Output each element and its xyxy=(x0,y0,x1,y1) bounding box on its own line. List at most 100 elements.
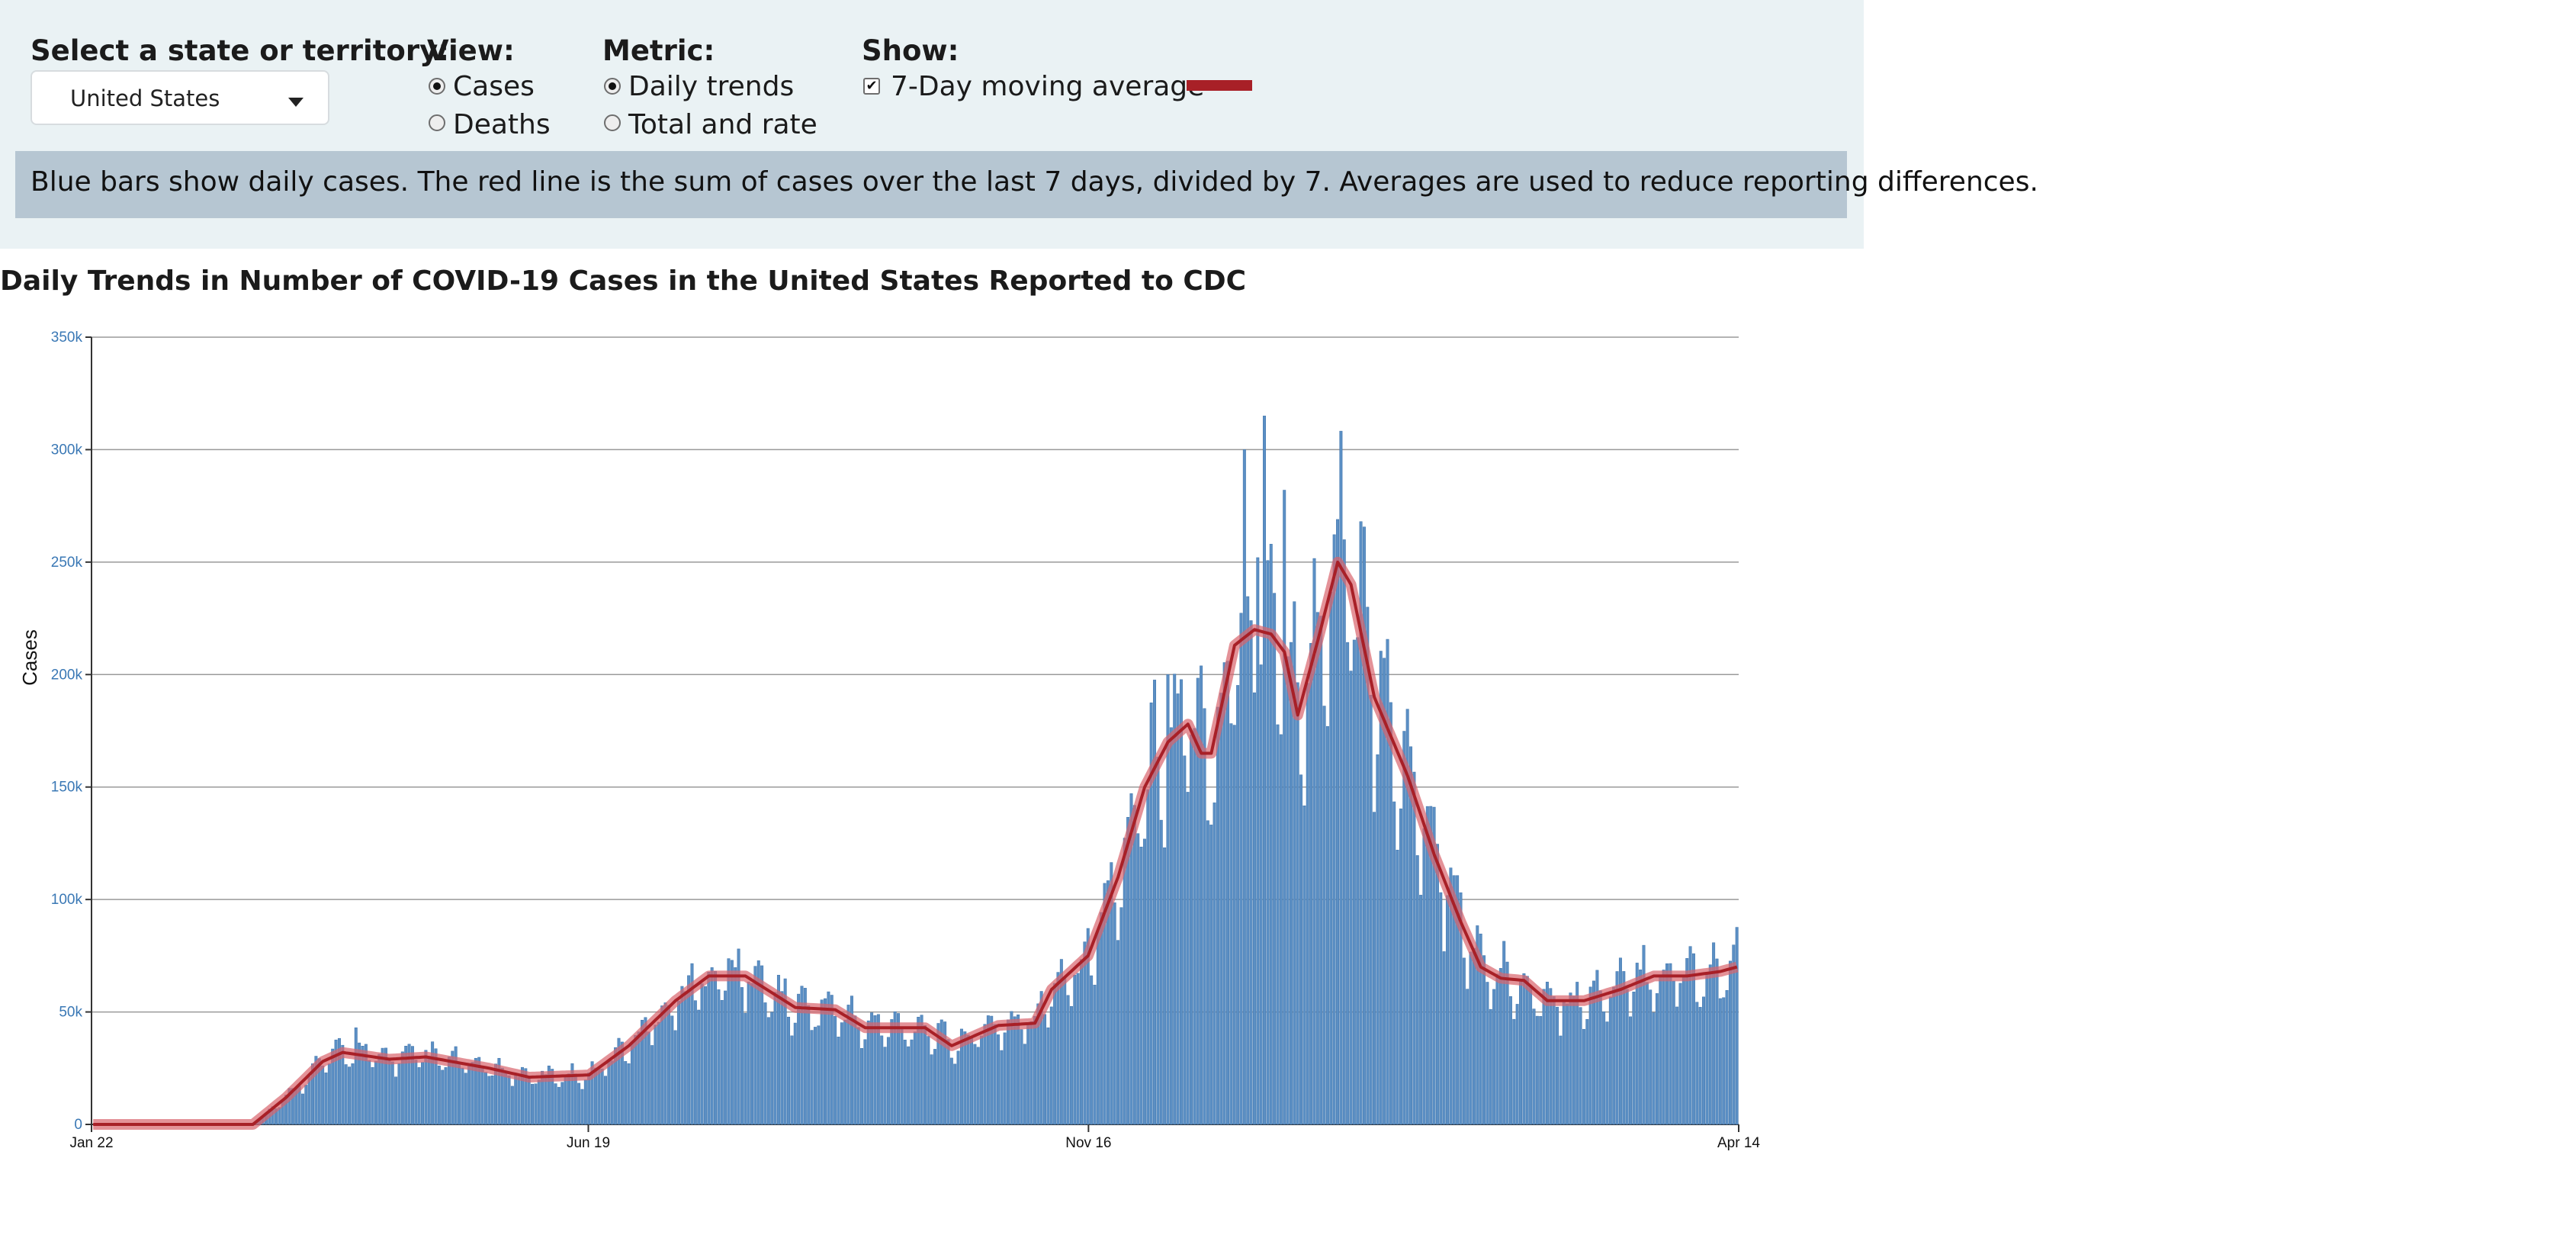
moving-average-label[interactable]: 7-Day moving average xyxy=(891,71,1205,102)
daily-case-bar xyxy=(520,1066,524,1125)
daily-case-bar xyxy=(1080,959,1084,1125)
daily-case-bar xyxy=(1339,430,1343,1125)
daily-case-bar xyxy=(1429,806,1433,1125)
daily-case-bar xyxy=(810,1030,814,1125)
chart-title: Daily Trends in Number of COVID-19 Cases… xyxy=(0,265,1247,297)
daily-case-bar xyxy=(927,1036,930,1125)
daily-case-bar xyxy=(1036,1003,1040,1125)
daily-case-bar xyxy=(1508,996,1512,1125)
daily-case-bar xyxy=(1482,955,1486,1125)
daily-case-bar xyxy=(856,1027,860,1125)
view-cases-label[interactable]: Cases xyxy=(453,71,535,102)
daily-case-bar xyxy=(544,1074,548,1125)
daily-case-bar xyxy=(1216,706,1219,1125)
daily-case-bar xyxy=(673,1030,677,1125)
daily-case-bar xyxy=(1446,895,1450,1125)
daily-case-bar xyxy=(497,1057,501,1125)
daily-case-bar xyxy=(351,1063,355,1125)
daily-case-bar xyxy=(604,1076,608,1125)
daily-case-bar xyxy=(444,1067,448,1125)
daily-case-bar xyxy=(1569,992,1572,1125)
daily-case-bar xyxy=(707,972,711,1125)
daily-case-bar xyxy=(1519,981,1523,1125)
daily-case-bar xyxy=(404,1046,408,1125)
daily-case-bar xyxy=(966,1034,970,1125)
daily-case-bar xyxy=(1695,1002,1699,1125)
daily-case-bar xyxy=(1681,976,1685,1125)
daily-case-bar xyxy=(776,974,780,1125)
daily-case-bar xyxy=(843,1019,847,1125)
metric-daily-radio[interactable] xyxy=(604,78,621,95)
moving-average-line xyxy=(91,556,1739,1130)
daily-case-bar xyxy=(1373,812,1376,1125)
daily-case-bar xyxy=(1159,819,1163,1125)
daily-case-bar xyxy=(1119,907,1123,1125)
daily-case-bar xyxy=(1276,724,1280,1125)
daily-case-bar xyxy=(1539,1016,1543,1125)
daily-case-bar xyxy=(663,1002,667,1125)
metric-total-label[interactable]: Total and rate xyxy=(628,109,817,140)
daily-case-bar xyxy=(980,1035,984,1125)
daily-case-bar xyxy=(441,1069,445,1125)
daily-case-bar xyxy=(311,1063,315,1125)
daily-case-bar xyxy=(1059,959,1063,1125)
daily-case-bar xyxy=(710,967,714,1125)
daily-case-bar xyxy=(1415,855,1419,1125)
daily-case-bar xyxy=(873,1015,877,1125)
daily-case-bar xyxy=(1213,803,1216,1125)
metric-total-radio[interactable] xyxy=(604,114,621,131)
daily-case-bar xyxy=(644,1017,647,1125)
daily-case-bar xyxy=(434,1048,438,1125)
daily-case-bar xyxy=(1605,1021,1609,1125)
daily-case-bars xyxy=(254,415,1739,1125)
show-title: Show: xyxy=(862,34,959,67)
daily-case-bar xyxy=(913,1031,917,1125)
state-title: Select a state or territory: xyxy=(31,34,449,67)
daily-case-bar xyxy=(1535,1015,1539,1125)
daily-case-bar xyxy=(750,983,754,1125)
daily-case-bar xyxy=(1279,734,1283,1125)
state-dropdown[interactable]: United States xyxy=(31,70,329,125)
view-deaths-label[interactable]: Deaths xyxy=(453,109,551,140)
daily-case-bar xyxy=(1203,708,1206,1125)
metric-daily-label[interactable]: Daily trends xyxy=(628,71,795,102)
daily-case-bar xyxy=(1712,942,1716,1125)
daily-case-bar xyxy=(1412,771,1416,1125)
daily-case-bar xyxy=(1096,931,1100,1125)
daily-case-bar xyxy=(1698,1007,1702,1125)
daily-case-bar xyxy=(467,1063,471,1125)
daily-case-bar xyxy=(1149,703,1153,1125)
daily-case-bar xyxy=(431,1041,435,1125)
daily-case-bar xyxy=(1023,1044,1026,1125)
daily-case-bar xyxy=(1273,593,1277,1125)
daily-case-bar xyxy=(837,1037,840,1125)
daily-case-bar xyxy=(1226,661,1230,1125)
daily-case-bar xyxy=(737,948,740,1125)
daily-case-bar xyxy=(1252,692,1256,1125)
daily-case-bar xyxy=(1389,702,1392,1125)
daily-case-bar xyxy=(1332,534,1336,1125)
daily-case-bar xyxy=(1163,847,1167,1125)
daily-case-bar xyxy=(1126,817,1130,1125)
daily-case-bar xyxy=(903,1039,907,1125)
daily-case-bar xyxy=(1618,957,1622,1125)
daily-case-bar xyxy=(747,981,750,1125)
daily-case-bar xyxy=(1456,875,1460,1125)
daily-case-bar xyxy=(834,1015,837,1125)
daily-case-bar xyxy=(390,1061,394,1125)
daily-case-bar xyxy=(1735,927,1739,1125)
daily-case-bar xyxy=(427,1056,431,1125)
daily-case-bar xyxy=(597,1068,601,1125)
daily-case-bar xyxy=(407,1044,411,1125)
daily-case-bar xyxy=(734,967,737,1125)
view-deaths-radio[interactable] xyxy=(429,114,445,131)
view-cases-radio[interactable] xyxy=(429,78,445,95)
moving-average-checkbox[interactable]: ✔ xyxy=(863,78,880,95)
daily-case-bar xyxy=(693,1000,697,1125)
daily-case-bar xyxy=(454,1046,458,1125)
y-axis-label: Cases xyxy=(18,629,41,686)
daily-case-bar xyxy=(1479,933,1482,1125)
daily-case-bar xyxy=(587,1072,591,1125)
daily-case-bar xyxy=(650,1045,654,1125)
daily-case-bar xyxy=(1069,1005,1073,1125)
